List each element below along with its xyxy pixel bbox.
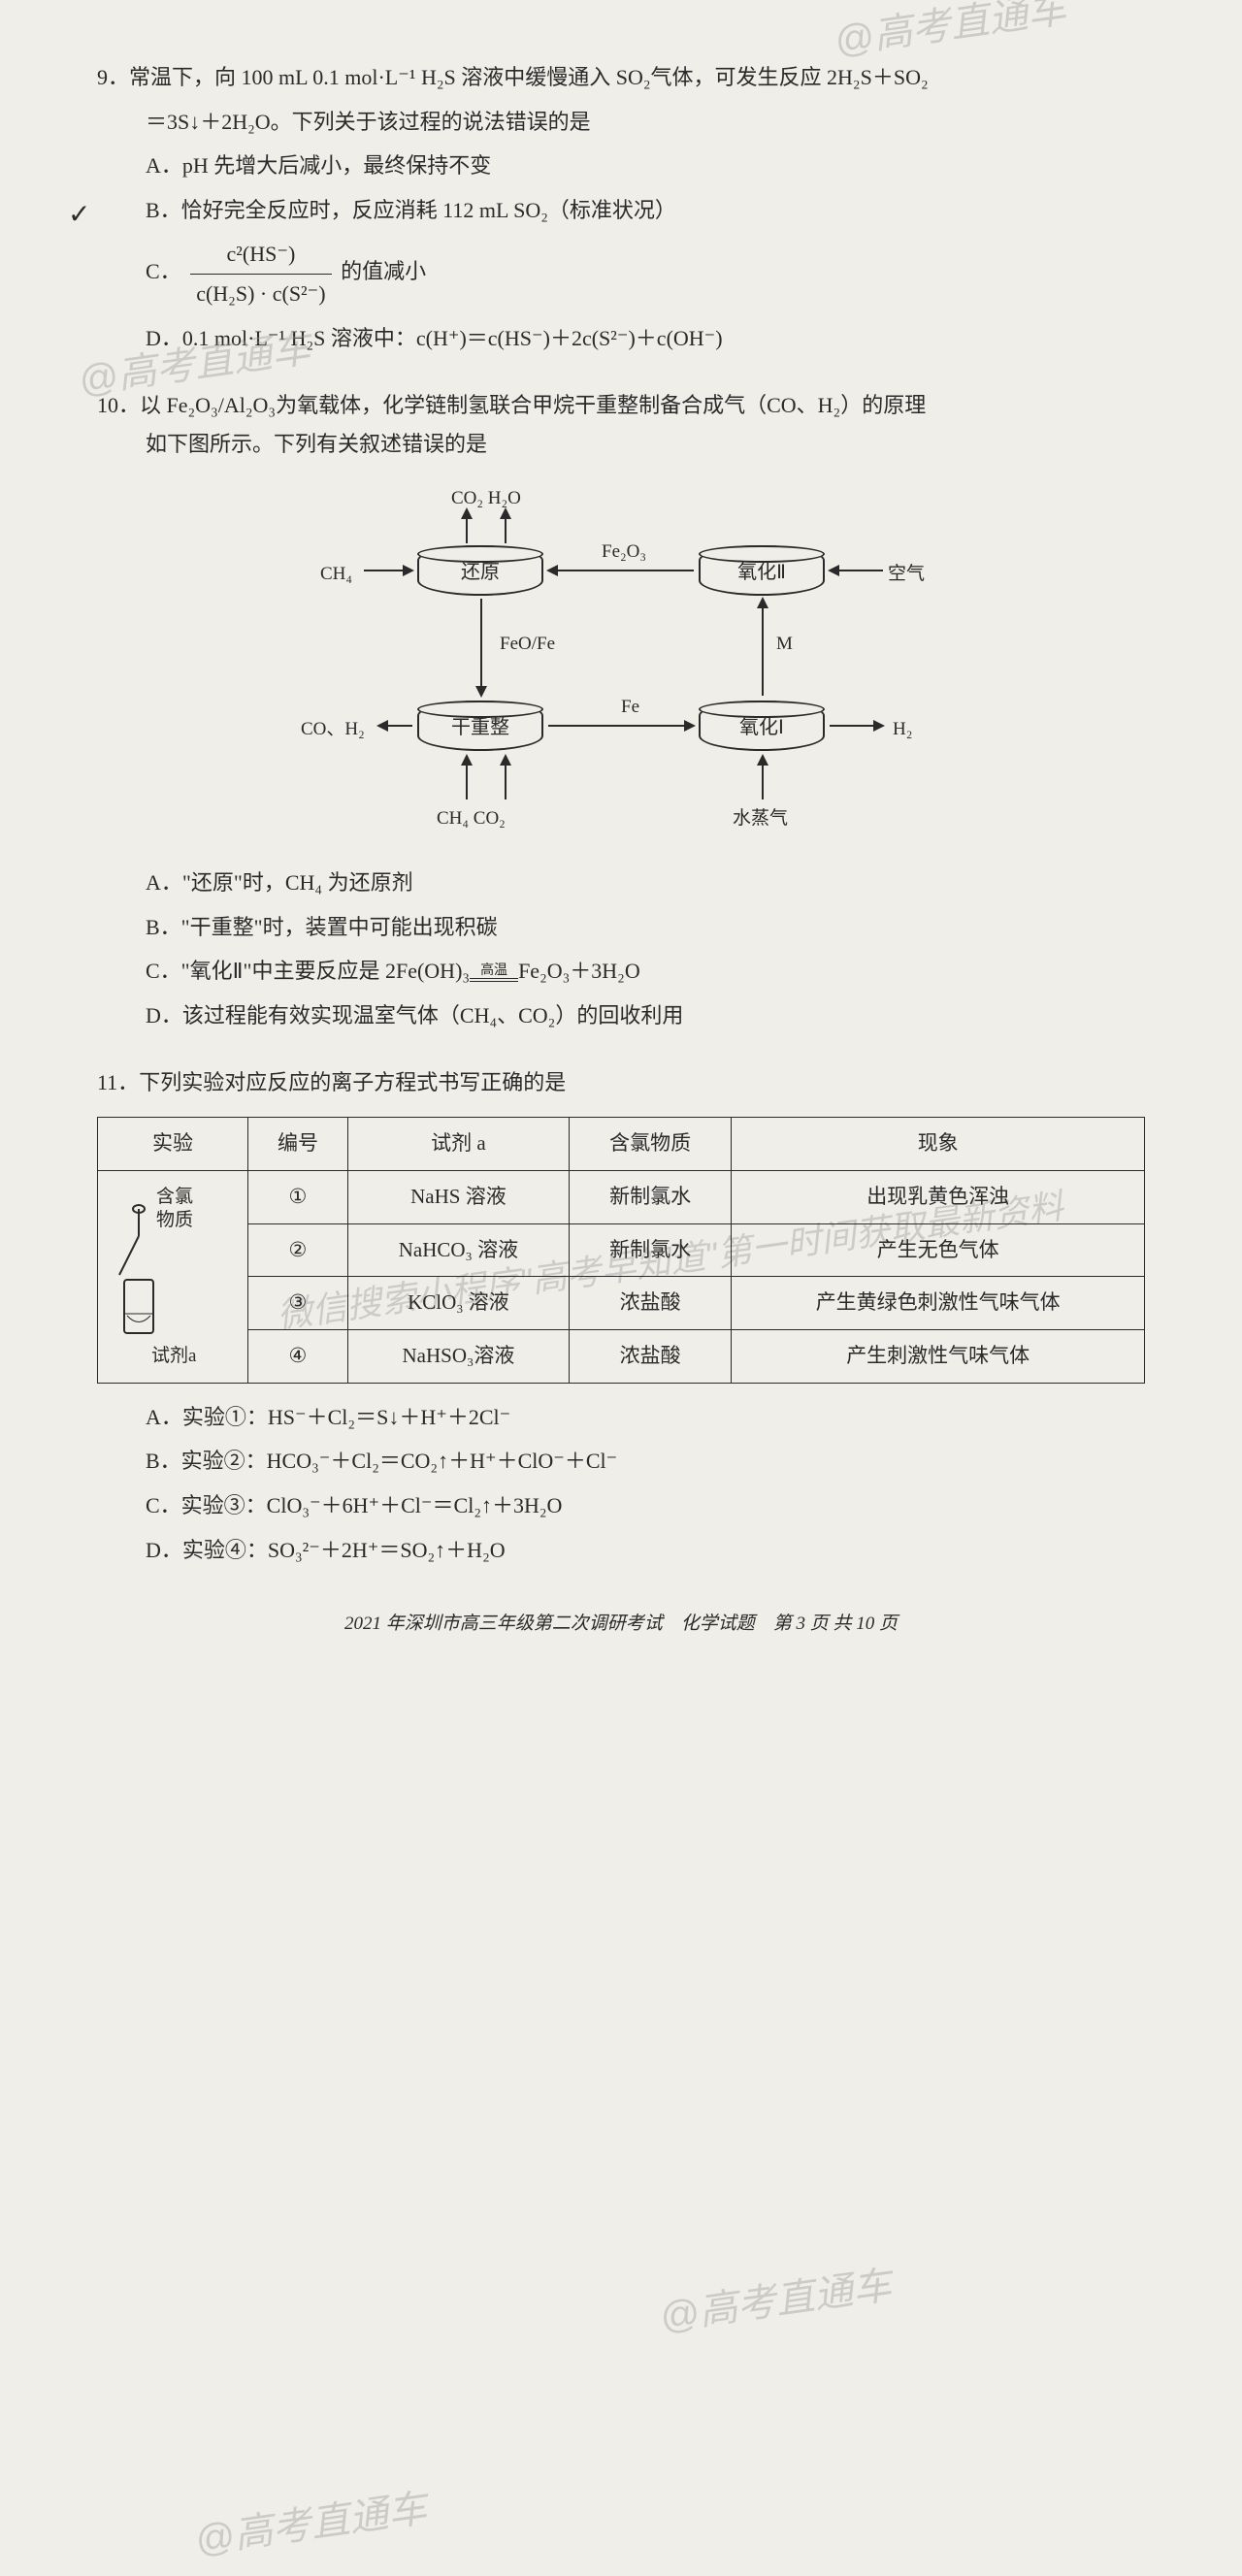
q9-option-c: C． c²(HS⁻) c(H₂S) · c(S²⁻) 的值减小	[97, 235, 1145, 312]
diagram-label-m: M	[776, 628, 793, 661]
cell-num: ①	[248, 1170, 348, 1223]
diagram-label-coh2: CO、H₂	[301, 713, 365, 746]
diagram-label-fe2o3: Fe₂O₃	[602, 536, 646, 569]
cell-reagent: KClO₃ 溶液	[347, 1277, 569, 1330]
apparatus-label3: 试剂a	[151, 1340, 196, 1373]
q10-optc-prefix: C．"氧化Ⅱ"中主要反应是 2Fe(OH)₃	[146, 959, 470, 983]
q10-option-d: D．该过程能有效实现温室气体（CH₄、CO₂）的回收利用	[97, 996, 1145, 1035]
arrow	[762, 599, 764, 696]
q9-stem-l2: ＝3S↓＋2H₂O。下列关于该过程的说法错误的是	[97, 103, 1145, 142]
table-row: 含氯 物质 试剂a ① NaHS 溶液 新制氯水 出现乳黄色浑浊	[98, 1170, 1145, 1223]
q11-number: 11．	[97, 1070, 139, 1094]
q9-frac-num: c²(HS⁻)	[190, 235, 331, 275]
arrow	[364, 570, 412, 571]
diagram-label-ch4: CH₄	[320, 558, 352, 591]
cell-phenomenon: 产生刺激性气味气体	[732, 1330, 1145, 1384]
cell-num: ③	[248, 1277, 348, 1330]
question-9: 9．常温下，向 100 mL 0.1 mol·L⁻¹ H₂S 溶液中缓慢通入 S…	[97, 58, 1145, 357]
q10-option-c: C．"氧化Ⅱ"中主要反应是 2Fe(OH)₃高温Fe₂O₃＋3H₂O	[97, 952, 1145, 991]
q11-option-c: C．实验③：ClO₃⁻＋6H⁺＋Cl⁻＝Cl₂↑＋3H₂O	[97, 1486, 1145, 1525]
q9-option-a: A．pH 先增大后减小，最终保持不变	[97, 147, 1145, 185]
experiment-table: 实验 编号 试剂 a 含氯物质 现象 含氯 物质 试剂a	[97, 1117, 1145, 1384]
diagram-label-air: 空气	[888, 558, 925, 591]
cell-phenomenon: 产生黄绿色刺激性气味气体	[732, 1277, 1145, 1330]
q11-option-a: A．实验①：HS⁻＋Cl₂＝S↓＋H⁺＋2Cl⁻	[97, 1398, 1145, 1437]
checkmark-icon: ✓	[68, 191, 90, 240]
cell-num: ②	[248, 1223, 348, 1277]
cylinder-reduce: 还原	[417, 545, 543, 596]
diagram-label-ch4co2: CH₄ CO₂	[437, 802, 506, 835]
question-11: 11．下列实验对应反应的离子方程式书写正确的是 @高考直通车 实验 编号 试剂 …	[97, 1063, 1145, 1569]
apparatus-label2: 物质	[156, 1210, 193, 1230]
q10-number: 10．	[97, 393, 140, 417]
arrow	[466, 756, 468, 799]
q9-stem: 9．常温下，向 100 mL 0.1 mol·L⁻¹ H₂S 溶液中缓慢通入 S…	[97, 58, 1145, 97]
q10-option-b: B．"干重整"时，装置中可能出现积碳	[97, 908, 1145, 947]
q11-option-d: D．实验④：SO₃²⁻＋2H⁺＝SO₂↑＋H₂O	[97, 1531, 1145, 1570]
table-header-row: 实验 编号 试剂 a 含氯物质 现象	[98, 1117, 1145, 1170]
arrow	[505, 756, 507, 799]
q10-stem-l2: 如下图所示。下列有关叙述错误的是	[97, 425, 1145, 464]
q9-stem-l1: 常温下，向 100 mL 0.1 mol·L⁻¹ H₂S 溶液中缓慢通入 SO₂…	[129, 65, 929, 89]
q9-number: 9．	[97, 65, 129, 89]
cell-reagent: NaHCO₃ 溶液	[347, 1223, 569, 1277]
apparatus-cell: 含氯 物质 试剂a	[98, 1170, 248, 1383]
arrow	[830, 725, 883, 727]
cell-chlorine: 浓盐酸	[569, 1277, 731, 1330]
watermark: @高考直通车	[190, 2474, 431, 2576]
cylinder-reform: 干重整	[417, 701, 543, 751]
q11-stem: 11．下列实验对应反应的离子方程式书写正确的是	[97, 1063, 1145, 1102]
q9-optc-suffix: 的值减小	[341, 260, 426, 284]
arrow	[505, 509, 507, 543]
th-number: 编号	[248, 1117, 348, 1170]
apparatus-label1: 含氯	[156, 1187, 193, 1207]
q9-fraction: c²(HS⁻) c(H₂S) · c(S²⁻)	[190, 235, 331, 312]
arrow	[548, 725, 694, 727]
q11-stem-text: 下列实验对应反应的离子方程式书写正确的是	[139, 1070, 566, 1094]
watermark: @高考直通车	[656, 2251, 897, 2353]
cell-chlorine: 浓盐酸	[569, 1330, 731, 1384]
arrow	[548, 570, 694, 571]
diagram-label-feofe: FeO/Fe	[500, 628, 555, 661]
cylinder-oxid1: 氧化Ⅰ	[699, 701, 825, 751]
cylinder-oxid2: 氧化Ⅱ	[699, 545, 825, 596]
cell-phenomenon: 出现乳黄色浑浊	[732, 1170, 1145, 1223]
q9-optc-prefix: C．	[146, 260, 181, 284]
arrow	[466, 509, 468, 543]
page-footer: 2021 年深圳市高三年级第二次调研考试 化学试题 第 3 页 共 10 页	[97, 1608, 1145, 1641]
th-chlorine: 含氯物质	[569, 1117, 731, 1170]
cell-chlorine: 新制氯水	[569, 1170, 731, 1223]
q10-option-a: A．"还原"时，CH₄ 为还原剂	[97, 864, 1145, 902]
q10-stem-l1: 以 Fe₂O₃/Al₂O₃为氧载体，化学链制氢联合甲烷干重整制备合成气（CO、H…	[140, 393, 926, 417]
diagram-label-fe: Fe	[621, 691, 639, 724]
table-row: ④ NaHSO₃溶液 浓盐酸 产生刺激性气味气体	[98, 1330, 1145, 1384]
arrow	[762, 756, 764, 799]
arrow	[830, 570, 883, 571]
th-reagent-a: 试剂 a	[347, 1117, 569, 1170]
q10-stem: 10．以 Fe₂O₃/Al₂O₃为氧载体，化学链制氢联合甲烷干重整制备合成气（C…	[97, 386, 1145, 425]
th-phenomenon: 现象	[732, 1117, 1145, 1170]
question-10: 10．以 Fe₂O₃/Al₂O₃为氧载体，化学链制氢联合甲烷干重整制备合成气（C…	[97, 386, 1145, 1034]
cell-reagent: NaHS 溶液	[347, 1170, 569, 1223]
q9-optb-text: B．恰好完全反应时，反应消耗 112 mL SO₂（标准状况）	[146, 198, 676, 222]
q9-option-d: D．0.1 mol·L⁻¹ H₂S 溶液中：c(H⁺)＝c(HS⁻)＋2c(S²…	[97, 319, 1145, 358]
q11-option-b: B．实验②：HCO₃⁻＋Cl₂＝CO₂↑＋H⁺＋ClO⁻＋Cl⁻	[97, 1442, 1145, 1481]
table-row: ② NaHCO₃ 溶液 新制氯水 产生无色气体	[98, 1223, 1145, 1277]
arrow	[378, 725, 412, 727]
q9-option-b: ✓ B．恰好完全反应时，反应消耗 112 mL SO₂（标准状况）	[97, 191, 1145, 230]
diagram-label-h2: H₂	[893, 713, 912, 746]
reaction-arrow: 高温	[470, 964, 518, 982]
cell-num: ④	[248, 1330, 348, 1384]
q9-frac-den: c(H₂S) · c(S²⁻)	[190, 275, 331, 313]
cell-phenomenon: 产生无色气体	[732, 1223, 1145, 1277]
q10-diagram: CO₂ H₂O 还原 氧化Ⅱ 干重整 氧化Ⅰ CH₄ 空气 Fe₂O₃ FeO/…	[97, 482, 1145, 844]
cell-chlorine: 新制氯水	[569, 1223, 731, 1277]
table-row: ③ KClO₃ 溶液 浓盐酸 产生黄绿色刺激性气味气体	[98, 1277, 1145, 1330]
cell-reagent: NaHSO₃溶液	[347, 1330, 569, 1384]
th-experiment: 实验	[98, 1117, 248, 1170]
diagram-label-steam: 水蒸气	[733, 802, 788, 835]
arrow	[480, 599, 482, 696]
q10-optc-suffix: Fe₂O₃＋3H₂O	[518, 959, 640, 983]
